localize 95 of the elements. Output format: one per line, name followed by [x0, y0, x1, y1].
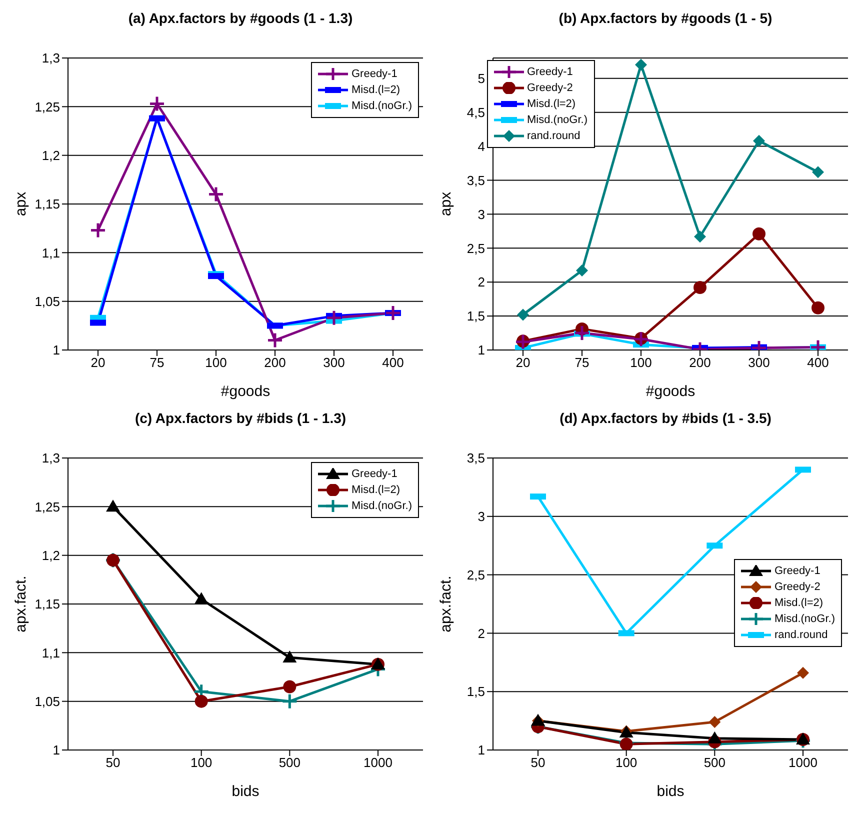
- x-tick-label: 100: [615, 755, 638, 770]
- point: [752, 227, 766, 240]
- legend-label: Greedy-1: [527, 66, 573, 78]
- y-tick-label: 1,5: [466, 308, 485, 324]
- chart-title: (c) Apx.factors by #bids (1 - 1.3): [134, 409, 348, 428]
- point: [517, 308, 529, 321]
- chart-title: (a) Apx.factors by #goods (1 - 1.3): [127, 9, 354, 28]
- point: [283, 680, 296, 694]
- x-tick-label: 75: [150, 355, 164, 370]
- legend-label: Misd.(noGr.): [774, 613, 835, 626]
- y-axis-title: apx: [12, 191, 30, 216]
- chart-title: (b) Apx.factors by #goods (1 - 5): [558, 9, 774, 28]
- x-tick-label: 100: [205, 355, 227, 370]
- y-tick-label: 3,5: [466, 450, 485, 466]
- x-tick-label: 75: [574, 355, 590, 370]
- point: [576, 264, 588, 277]
- y-axis-title: apx: [437, 191, 454, 216]
- legend-label: Greedy-2: [774, 581, 820, 594]
- legend-label: Misd.(noGr.): [351, 100, 412, 112]
- y-tick-label: 1,1: [42, 645, 60, 660]
- y-tick-label: 1,3: [42, 50, 60, 66]
- y-tick-label: 4,5: [466, 104, 485, 120]
- x-tick-label: 400: [807, 355, 829, 370]
- x-tick-label: 1000: [788, 755, 818, 770]
- y-tick-label: 4: [478, 138, 485, 154]
- legend-label: Misd.(l=2): [774, 597, 824, 610]
- y-tick-label: 5: [478, 70, 485, 86]
- y-tick-label: 1,05: [34, 294, 60, 309]
- y-tick-label: 3: [478, 509, 485, 524]
- legend-label: Greedy-1: [351, 68, 398, 80]
- y-tick-label: 1: [52, 342, 60, 358]
- y-tick-label: 3,5: [466, 172, 485, 188]
- x-axis-title: bids: [232, 783, 260, 800]
- y-tick-label: 1,05: [34, 694, 60, 709]
- y-tick-label: 1,15: [34, 596, 60, 612]
- x-axis-title: #goods: [220, 383, 270, 400]
- legend-label: Greedy-1: [774, 565, 820, 578]
- point: [812, 301, 824, 314]
- point: [282, 650, 297, 663]
- x-tick-label: 500: [278, 755, 301, 770]
- legend-label: rand.round: [774, 629, 828, 642]
- y-axis-title: apx.fact.: [437, 576, 454, 632]
- point: [797, 666, 809, 679]
- point: [194, 694, 208, 708]
- point: [753, 134, 765, 147]
- point: [708, 731, 722, 744]
- y-tick-label: 3: [478, 206, 485, 222]
- x-tick-label: 20: [516, 355, 530, 370]
- y-tick-label: 1,2: [42, 148, 60, 163]
- x-tick-label: 500: [704, 755, 726, 770]
- y-tick-label: 1: [478, 742, 485, 758]
- point: [620, 738, 633, 750]
- y-tick-label: 1,15: [34, 196, 60, 212]
- y-tick-label: 2,5: [466, 240, 485, 256]
- point: [635, 58, 647, 71]
- legend-label: Misd.(noGr.): [527, 114, 588, 126]
- y-tick-label: 1,5: [466, 684, 485, 700]
- legend-label: Misd.(noGr.): [351, 500, 412, 512]
- y-tick-label: 2: [478, 626, 485, 641]
- x-tick-label: 300: [748, 355, 770, 370]
- legend-label: Misd.(l=2): [351, 84, 400, 96]
- y-axis-title: apx.fact.: [12, 576, 30, 632]
- legend-label: Greedy-2: [527, 82, 573, 94]
- y-tick-label: 1: [52, 742, 60, 758]
- x-axis-title: bids: [656, 783, 684, 800]
- x-tick-label: 100: [190, 755, 212, 770]
- legend-label: Misd.(l=2): [527, 98, 576, 110]
- y-tick-label: 2,5: [466, 567, 485, 582]
- legend-label: Misd.(l=2): [351, 484, 400, 496]
- x-tick-label: 100: [630, 355, 652, 370]
- y-tick-label: 1,3: [42, 450, 60, 466]
- point: [194, 592, 208, 604]
- x-tick-label: 400: [382, 355, 404, 370]
- y-tick-label: 1,2: [42, 548, 60, 563]
- y-tick-label: 1,25: [34, 99, 60, 114]
- x-tick-label: 300: [323, 355, 345, 370]
- x-tick-label: 20: [90, 355, 106, 370]
- y-tick-label: 1,1: [42, 245, 60, 260]
- x-axis-title: #goods: [646, 383, 696, 400]
- legend-label: rand.round: [527, 130, 580, 142]
- point: [106, 500, 120, 512]
- x-tick-label: 1000: [364, 755, 392, 770]
- x-tick-label: 50: [530, 755, 546, 770]
- chart-title: (d) Apx.factors by #bids (1 - 3.5): [558, 409, 772, 428]
- point: [708, 716, 721, 728]
- point: [694, 230, 706, 243]
- point: [694, 281, 706, 294]
- y-tick-label: 1: [478, 342, 485, 358]
- legend-label: Greedy-1: [351, 468, 398, 480]
- x-tick-label: 200: [264, 355, 286, 370]
- x-tick-label: 200: [689, 355, 711, 370]
- y-tick-label: 2: [478, 274, 485, 290]
- x-tick-label: 50: [106, 755, 120, 770]
- y-tick-label: 1,25: [34, 499, 60, 514]
- point: [812, 166, 824, 178]
